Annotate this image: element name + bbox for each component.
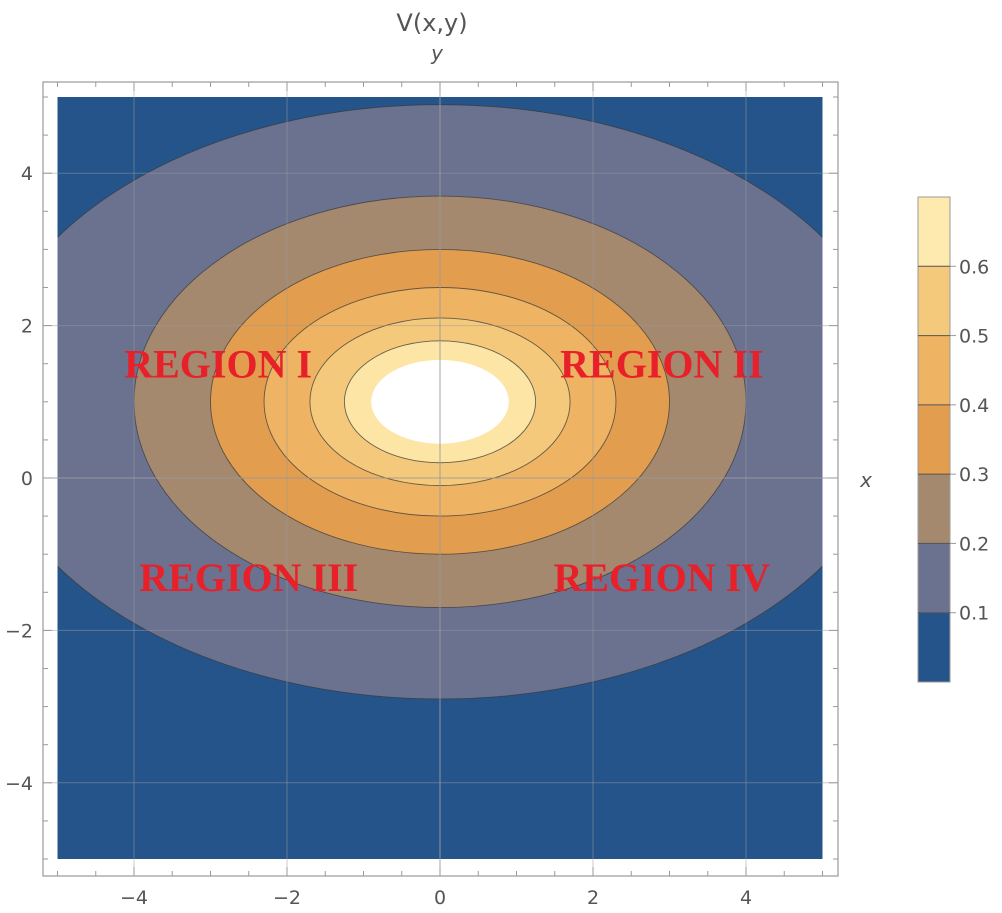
- legend-tick-label: 0.1: [959, 603, 989, 625]
- y-tick-label: 4: [21, 163, 33, 185]
- legend-swatch-6: [918, 197, 950, 267]
- x-tick-label: 4: [740, 887, 752, 909]
- x-tick-label: −2: [273, 887, 301, 909]
- x-tick-label: 2: [587, 887, 599, 909]
- x-axis-label: x: [859, 468, 872, 492]
- x-tick-label: 0: [434, 887, 446, 909]
- y-axis-label: y: [430, 41, 444, 65]
- region-label-1: REGION I: [124, 342, 312, 387]
- y-tick-label: −4: [5, 773, 33, 795]
- y-tick-label: 0: [21, 468, 33, 490]
- legend-tick-label: 0.3: [959, 464, 989, 486]
- legend-tick-label: 0.4: [959, 395, 989, 417]
- y-tick-label: 2: [21, 316, 33, 338]
- legend-swatch-1: [918, 543, 950, 613]
- legend-swatch-5: [918, 266, 950, 336]
- legend-swatch-3: [918, 404, 950, 475]
- plot-area: −4 −2 0 2 4 −4 −2 0 2 4 REGION I REGION II REGION II…: [5, 81, 839, 909]
- legend-swatch-4: [918, 335, 950, 405]
- legend-tick-label: 0.2: [959, 533, 989, 555]
- region-label-3: REGION III: [139, 555, 358, 600]
- chart-title: V(x,y): [396, 9, 467, 37]
- y-tick-label: −2: [5, 620, 33, 642]
- x-tick-label: −4: [120, 887, 148, 909]
- region-label-4: REGION IV: [553, 555, 770, 600]
- legend-swatch-2: [918, 474, 950, 544]
- legend-tick-label: 0.5: [959, 326, 989, 348]
- legend-swatch-0: [918, 612, 950, 682]
- legend-tick-label: 0.6: [959, 256, 989, 278]
- color-legend: 0.6 0.5 0.4 0.3 0.2 0.1: [917, 196, 989, 683]
- region-label-2: REGION II: [560, 342, 763, 387]
- legend-frame: [917, 196, 951, 683]
